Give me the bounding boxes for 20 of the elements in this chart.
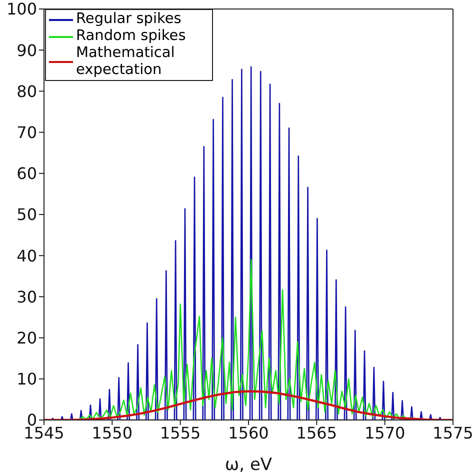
x-tick-label: 1555 (160, 423, 201, 442)
x-tick-label: 1570 (364, 423, 406, 442)
y-tick-label: 50 (16, 205, 37, 224)
y-tick-label: 20 (16, 328, 37, 348)
y-tick-label: 90 (16, 40, 37, 60)
y-tick-label: 100 (6, 0, 37, 19)
legend-label: Random spikes (76, 28, 186, 45)
x-tick-label: 1560 (228, 423, 269, 442)
x-tick-label: 1550 (92, 423, 133, 442)
y-tick-label: 30 (16, 287, 37, 306)
y-tick-label: 60 (16, 164, 37, 184)
x-axis-title: ω, eV (224, 455, 272, 474)
y-tick-label: 40 (16, 246, 37, 266)
x-tick-label: 1575 (432, 423, 474, 442)
y-tick-label: 70 (16, 122, 37, 142)
legend-label: Mathematical expectation (76, 45, 176, 79)
x-tick-label: 1565 (296, 423, 338, 442)
y-tick-label: 10 (16, 370, 37, 389)
y-tick-label: 80 (16, 82, 37, 101)
legend-label: Regular spikes (76, 11, 182, 28)
